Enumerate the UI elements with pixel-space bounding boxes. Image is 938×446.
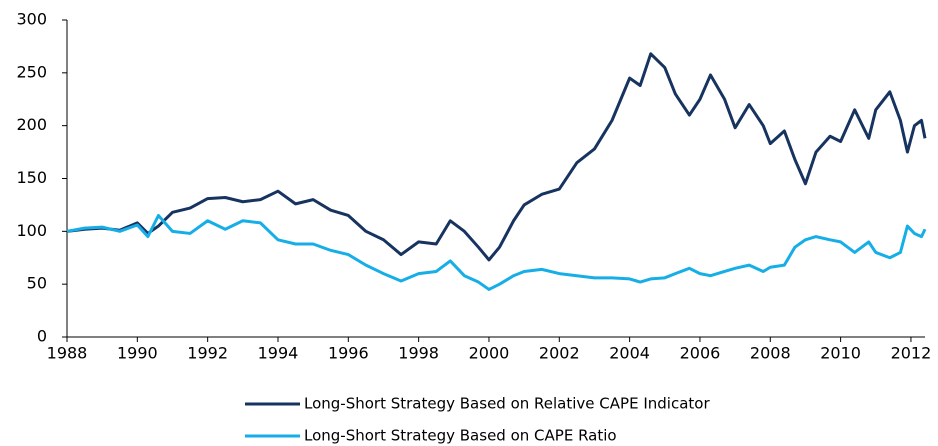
series-line (66, 213, 927, 291)
y-tick-label: 150 (16, 168, 47, 187)
x-tick-label: 2004 (609, 344, 650, 363)
x-tick-label: 1988 (47, 344, 88, 363)
x-tick-label: 1998 (398, 344, 439, 363)
y-tick-label: 250 (16, 62, 47, 81)
legend-label: Long-Short Strategy Based on Relative CA… (304, 395, 710, 413)
x-tick-label: 2008 (750, 344, 791, 363)
y-tick-label: 50 (27, 274, 47, 293)
y-tick-label: 200 (16, 115, 47, 134)
x-tick-label: 1990 (117, 344, 158, 363)
x-tick-label: 2006 (680, 344, 721, 363)
x-tick-label: 1996 (328, 344, 369, 363)
legend-label: Long-Short Strategy Based on CAPE Ratio (304, 427, 617, 445)
x-tick-label: 1992 (187, 344, 228, 363)
series-line (66, 52, 927, 262)
x-tick-label: 2012 (891, 344, 932, 363)
x-tick-label: 1994 (258, 344, 299, 363)
x-tick-label: 2010 (820, 344, 861, 363)
y-tick-label: 0 (37, 327, 47, 346)
y-tick-label: 100 (16, 221, 47, 240)
y-tick-label: 300 (16, 10, 47, 29)
x-tick-label: 2000 (469, 344, 510, 363)
x-tick-label: 2002 (539, 344, 580, 363)
